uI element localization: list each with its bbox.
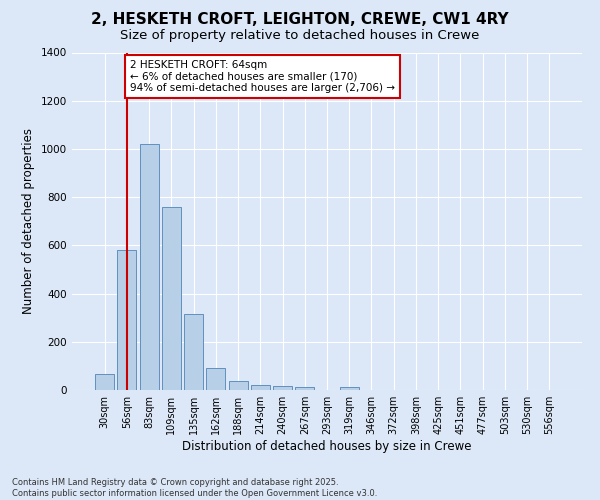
Bar (184, 314, 203, 390)
Text: Contains HM Land Registry data © Crown copyright and database right 2025.
Contai: Contains HM Land Registry data © Crown c… (12, 478, 377, 498)
Text: 2 HESKETH CROFT: 64sqm
← 6% of detached houses are smaller (170)
94% of semi-det: 2 HESKETH CROFT: 64sqm ← 6% of detached … (130, 60, 395, 93)
Bar (251, 384, 270, 390)
Bar (140, 144, 158, 390)
Bar (229, 381, 248, 390)
Bar (340, 386, 359, 390)
Text: 2, HESKETH CROFT, LEIGHTON, CREWE, CW1 4RY: 2, HESKETH CROFT, LEIGHTON, CREWE, CW1 4… (91, 12, 509, 28)
X-axis label: Distribution of detached houses by size in Crewe: Distribution of detached houses by size … (182, 440, 472, 453)
Text: Size of property relative to detached houses in Crewe: Size of property relative to detached ho… (121, 29, 479, 42)
Bar (295, 387, 314, 390)
Bar (162, 207, 181, 390)
Bar (118, 250, 136, 390)
Bar (206, 368, 225, 390)
Y-axis label: Number of detached properties: Number of detached properties (22, 128, 35, 314)
Bar (273, 386, 292, 390)
Bar (95, 374, 114, 390)
